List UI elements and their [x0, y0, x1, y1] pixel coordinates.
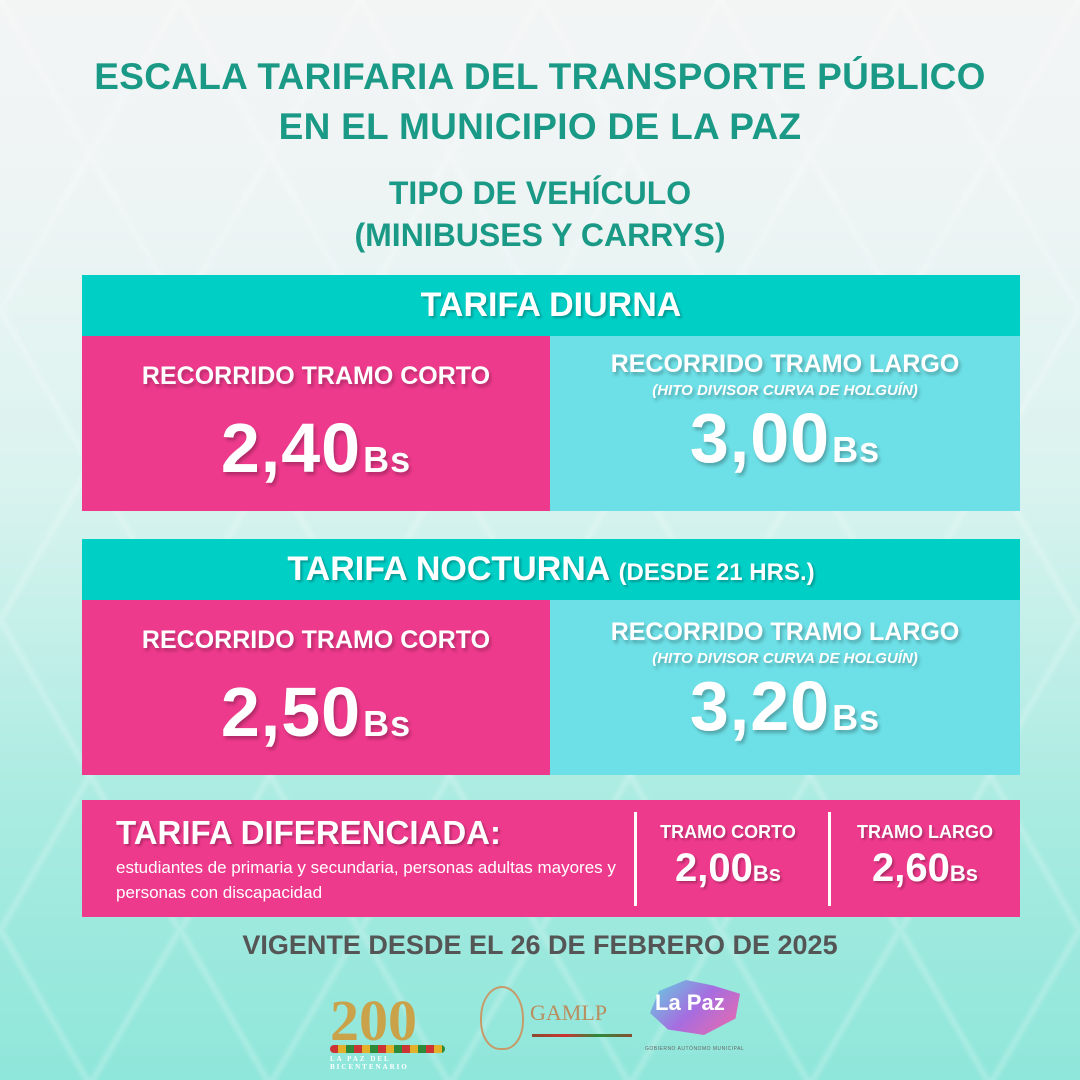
page-title: ESCALA TARIFARIA DEL TRANSPORTE PÚBLICO …	[0, 52, 1080, 152]
tarifa-diferenciada-section: TARIFA DIFERENCIADA: estudiantes de prim…	[82, 800, 1020, 917]
nocturna-largo-note: (HITO DIVISOR CURVA DE HOLGUÍN)	[652, 650, 918, 667]
diurna-largo-label: RECORRIDO TRAMO LARGO	[610, 350, 960, 378]
gamlp-logo: GAMLP	[480, 982, 640, 1052]
currency: Bs	[363, 439, 412, 480]
nocturna-corto-cell: RECORRIDO TRAMO CORTO 2,50Bs	[82, 600, 550, 775]
tarifa-nocturna-header: TARIFA NOCTURNA (DESDE 21 HRS.)	[82, 539, 1020, 600]
lapaz-logo: La Paz GOBIERNO AUTÓNOMO MUNICIPAL	[645, 980, 755, 1060]
diurna-largo-note: (HITO DIVISOR CURVA DE HOLGUÍN)	[652, 382, 918, 399]
vehicle-type-subtitle: TIPO DE VEHÍCULO (MINIBUSES Y CARRYS)	[0, 172, 1080, 256]
lapaz-caption: GOBIERNO AUTÓNOMO MUNICIPAL	[645, 1046, 745, 1052]
vigente-date: VIGENTE DESDE EL 26 DE FEBRERO DE 2025	[242, 930, 838, 960]
diferenciada-corto-price: 2,00Bs	[648, 843, 808, 899]
price-value: 3,00	[689, 399, 831, 477]
currency: Bs	[752, 861, 781, 886]
currency: Bs	[832, 697, 881, 738]
diurna-largo-price: 3,00Bs	[550, 398, 1020, 478]
title-line-1: ESCALA TARIFARIA DEL TRANSPORTE PÚBLICO	[94, 56, 986, 97]
price-value: 2,00	[675, 846, 753, 890]
seal-icon	[480, 986, 524, 1050]
price-value: 2,50	[220, 673, 362, 751]
diferenciada-corto-label: TRAMO CORTO	[660, 822, 796, 842]
tarifa-diurna-section: TARIFA DIURNA RECORRIDO TRAMO CORTO 2,40…	[82, 275, 1020, 511]
lapaz-text: La Paz	[655, 990, 725, 1015]
tarifa-diferenciada-title: TARIFA DIFERENCIADA:	[116, 814, 501, 851]
tarifa-diferenciada-description: estudiantes de primaria y secundaria, pe…	[116, 858, 616, 902]
diferenciada-largo: TRAMO LARGO 2,60Bs	[840, 822, 1010, 899]
nocturna-largo-price: 3,20Bs	[550, 666, 1020, 746]
title-line-2: EN EL MUNICIPIO DE LA PAZ	[278, 106, 802, 147]
tarifa-nocturna-note: (DESDE 21 HRS.)	[618, 559, 815, 586]
bicentenario-number: 200	[330, 988, 417, 1053]
tarifa-nocturna-title: TARIFA NOCTURNA	[287, 550, 610, 588]
diferenciada-largo-label: TRAMO LARGO	[857, 822, 993, 842]
divider	[634, 812, 637, 906]
nocturna-largo-label: RECORRIDO TRAMO LARGO	[610, 618, 960, 646]
tarifa-diurna-header: TARIFA DIURNA	[82, 275, 1020, 336]
currency: Bs	[363, 703, 412, 744]
nocturna-corto-label: RECORRIDO TRAMO CORTO	[141, 626, 491, 654]
currency: Bs	[832, 429, 881, 470]
tarifa-nocturna-section: TARIFA NOCTURNA (DESDE 21 HRS.) RECORRID…	[82, 539, 1020, 775]
bicentenario-logo: 200 LA PAZ DEL BICENTENARIO	[330, 987, 445, 1071]
footer-logos: 200 LA PAZ DEL BICENTENARIO GAMLP La Paz…	[325, 972, 765, 1071]
nocturna-largo-cell: RECORRIDO TRAMO LARGO (HITO DIVISOR CURV…	[550, 600, 1020, 775]
diurna-corto-price: 2,40Bs	[82, 408, 550, 488]
nocturna-corto-price: 2,50Bs	[82, 672, 550, 752]
gamlp-text: GAMLP	[530, 1000, 608, 1025]
bicentenario-caption: LA PAZ DEL BICENTENARIO	[330, 1055, 409, 1071]
diurna-corto-label: RECORRIDO TRAMO CORTO	[141, 362, 491, 390]
tarifa-diurna-title: TARIFA DIURNA	[420, 286, 682, 324]
currency: Bs	[949, 861, 978, 886]
price-value: 3,20	[689, 667, 831, 745]
price-value: 2,60	[872, 846, 950, 890]
subtitle-line-2: (MINIBUSES Y CARRYS)	[354, 217, 726, 253]
divider	[828, 812, 831, 906]
diurna-corto-cell: RECORRIDO TRAMO CORTO 2,40Bs	[82, 336, 550, 511]
diurna-largo-cell: RECORRIDO TRAMO LARGO (HITO DIVISOR CURV…	[550, 336, 1020, 511]
gamlp-underline	[532, 1034, 632, 1037]
braid-icon	[330, 1045, 445, 1053]
diferenciada-corto: TRAMO CORTO 2,00Bs	[648, 822, 808, 899]
subtitle-line-1: TIPO DE VEHÍCULO	[388, 175, 692, 211]
price-value: 2,40	[220, 409, 362, 487]
diferenciada-largo-price: 2,60Bs	[840, 843, 1010, 899]
